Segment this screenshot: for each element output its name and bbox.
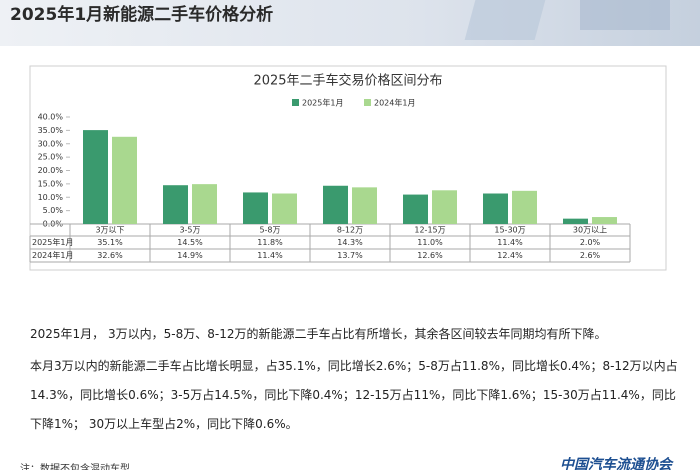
bar [192, 184, 217, 224]
data-label: 12.4% [497, 251, 523, 260]
paragraph: 本月3万以内的新能源二手车占比增长明显，占35.1%，同比增长2.6%；5-8万… [30, 359, 678, 431]
y-tick-label: 25.0% [38, 153, 64, 162]
data-label: 35.1% [97, 238, 123, 247]
data-label: 12.6% [417, 251, 443, 260]
bar [163, 185, 188, 224]
bar [403, 194, 428, 224]
bar [592, 217, 617, 224]
bar [563, 218, 588, 224]
legend-label: 2025年1月 [302, 98, 343, 108]
x-tick-label: 12-15万 [414, 226, 445, 235]
legend-label: 2024年1月 [374, 98, 415, 108]
x-tick-label: 3-5万 [179, 226, 200, 235]
paragraph: 2025年1月， 3万以内，5-8万、8-12万的新能源二手车占比有所增长，其余… [30, 327, 607, 341]
data-label: 11.4% [257, 251, 283, 260]
y-tick-label: 40.0% [38, 113, 64, 122]
bar [483, 193, 508, 224]
y-tick-label: 15.0% [38, 179, 64, 188]
y-tick-label: 35.0% [38, 126, 64, 135]
y-tick-label: 30.0% [38, 139, 64, 148]
x-tick-label: 5-8万 [259, 226, 280, 235]
data-label: 13.7% [337, 251, 363, 260]
chart-title: 2025年二手车交易价格区间分布 [253, 73, 442, 89]
y-tick-label: 5.0% [43, 206, 64, 215]
data-label: 11.0% [417, 238, 443, 247]
bar [112, 136, 137, 224]
x-tick-label: 3万以下 [95, 226, 124, 235]
data-label: 32.6% [97, 251, 123, 260]
x-tick-label: 8-12万 [337, 226, 363, 235]
decor [580, 0, 670, 30]
data-label: 14.5% [177, 238, 203, 247]
x-tick-label: 30万以上 [573, 226, 607, 235]
legend-swatch [364, 99, 371, 106]
y-tick-label: 10.0% [38, 193, 64, 202]
note: 注：数据不包含混动车型 [20, 464, 130, 470]
logo: 中国汽车流通协会 [560, 457, 672, 470]
bar [352, 187, 377, 224]
bar [272, 193, 297, 224]
data-label: 2.0% [580, 238, 601, 247]
x-tick-label: 15-30万 [494, 226, 525, 235]
bar [83, 130, 108, 224]
bar [323, 185, 348, 224]
header-title: 2025年1月新能源二手车价格分析 [10, 5, 274, 25]
data-label: 2.6% [580, 251, 601, 260]
data-label: 14.3% [337, 238, 363, 247]
bar [243, 192, 268, 224]
data-label: 14.9% [177, 251, 203, 260]
header: 2025年1月新能源二手车价格分析 [0, 0, 700, 46]
row-label: 2025年1月 [32, 237, 73, 247]
legend-swatch [292, 99, 299, 106]
bar [432, 190, 457, 224]
y-tick-label: 20.0% [38, 166, 64, 175]
data-label: 11.4% [497, 238, 523, 247]
data-label: 11.8% [257, 238, 283, 247]
bar [512, 190, 537, 224]
row-label: 2024年1月 [32, 250, 73, 260]
